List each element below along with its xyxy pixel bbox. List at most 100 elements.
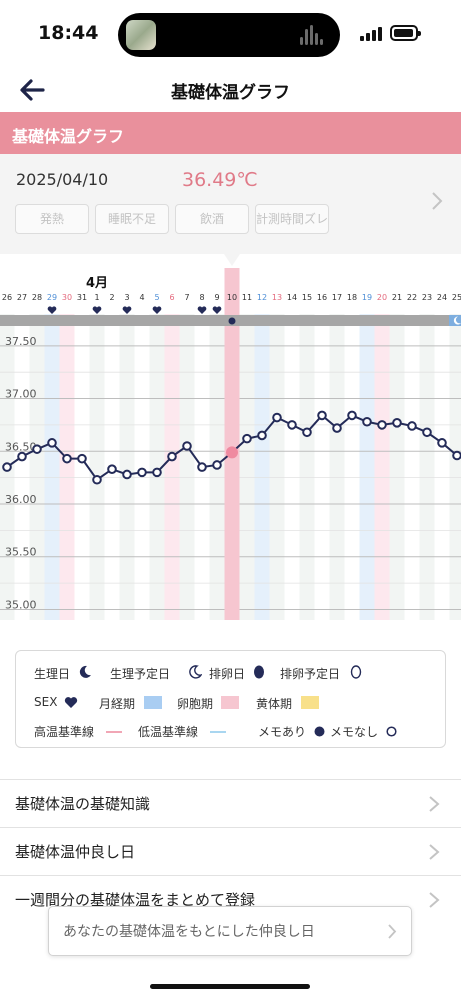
selected-data-point [226, 446, 238, 459]
column-band [389, 314, 405, 620]
menstrual-swatch [144, 696, 162, 709]
column-band [164, 314, 180, 620]
day-label: 18 [347, 293, 357, 302]
day-label: 27 [17, 293, 27, 302]
column-band [299, 314, 315, 620]
y-tick-label: 35.00 [5, 598, 37, 611]
y-tick-label: 37.50 [5, 335, 37, 348]
temperature-chart[interactable]: 4月 26 27 28 29 30 31 1 2 3 4 5 6 7 8 9 10 11 12 13 14 15 16 17 1… [0, 254, 461, 626]
day-label: 29 [47, 293, 57, 302]
day-label: 19 [362, 293, 372, 302]
status-time: 18:44 [38, 22, 99, 44]
column-band [89, 314, 105, 620]
data-point [2, 462, 12, 472]
sex-heart-icon [152, 306, 162, 314]
day-label: 30 [62, 293, 72, 302]
good-day-button-label: あなたの基礎体温をもとにした仲良し日 [63, 924, 315, 940]
column-band [434, 314, 450, 620]
legend-low-line: 低温基準線 [138, 725, 199, 739]
memo-dot-icon [314, 726, 325, 737]
tag-lack-of-sleep[interactable]: 睡眠不足 [95, 204, 169, 234]
follicular-swatch [221, 696, 239, 709]
data-point [302, 427, 312, 438]
day-label: 28 [32, 293, 42, 302]
column-band [14, 314, 30, 620]
good-day-button[interactable]: あなたの基礎体温をもとにした仲良し日 [48, 906, 412, 956]
month-label: 4月 [86, 276, 108, 291]
column-band [269, 314, 285, 620]
day-label: 16 [317, 293, 327, 302]
back-arrow-icon[interactable] [18, 76, 46, 104]
data-point [362, 416, 372, 427]
selected-date: 2025/04/10 [16, 170, 109, 189]
page-title: 基礎体温グラフ [171, 83, 290, 103]
selected-day-pointer [224, 254, 240, 266]
day-label: 8 [199, 293, 204, 302]
link-good-days[interactable]: 基礎体温仲良し日 [0, 827, 461, 875]
data-point [32, 444, 42, 454]
dynamic-island[interactable] [118, 13, 340, 57]
heart-icon [64, 697, 78, 708]
column-band [149, 314, 165, 620]
egg-outline-icon [350, 665, 362, 679]
column-band [329, 314, 345, 620]
day-label: 23 [422, 293, 432, 302]
day-label: 9 [214, 293, 219, 302]
legend-memo-yes: メモあり [258, 725, 307, 739]
data-point [212, 460, 222, 470]
legend-ovulation-expected: 排卵予定日 [280, 667, 341, 681]
day-label: 20 [377, 293, 387, 302]
tag-fever[interactable]: 発熱 [15, 204, 89, 234]
tag-drinking[interactable]: 飲酒 [175, 204, 249, 234]
data-point [62, 453, 72, 464]
day-label: 11 [242, 293, 252, 302]
legend-memo-no: メモなし [330, 725, 379, 739]
day-label: 15 [302, 293, 312, 302]
day-label: 12 [257, 293, 267, 302]
selected-day-band [224, 268, 240, 620]
day-label: 5 [154, 293, 159, 302]
memo-ring-icon [386, 726, 397, 737]
link-basic-knowledge[interactable]: 基礎体温の基礎知識 [0, 779, 461, 827]
tag-time-shift[interactable]: 計測時間ズレ [255, 204, 329, 234]
day-label: 31 [77, 293, 87, 302]
column-band [29, 314, 45, 620]
chevron-right-icon [429, 844, 440, 860]
status-bar: 18:44 [0, 0, 461, 70]
sex-heart-icon [197, 306, 207, 314]
legend-luteal-phase: 黄体期 [256, 697, 293, 711]
day-label: 14 [287, 293, 297, 302]
y-tick-label: 35.50 [5, 546, 37, 559]
audio-wave-icon [300, 25, 326, 45]
moon-icon [79, 665, 91, 678]
column-band [119, 314, 135, 620]
column-band [374, 314, 390, 620]
data-point [197, 462, 207, 472]
day-info-panel[interactable]: 2025/04/10 36.49℃ 発熱 睡眠不足 飲酒 計測時間ズレ [0, 154, 461, 254]
link-weekly-register[interactable]: 一週間分の基礎体温をまとめて登録 [0, 875, 461, 923]
column-band [134, 314, 150, 620]
day-label: 26 [2, 293, 12, 302]
chevron-right-icon [429, 892, 440, 908]
data-point [332, 423, 342, 433]
chevron-right-icon [429, 796, 440, 812]
data-point [167, 451, 177, 462]
data-point [452, 450, 461, 461]
cellular-signal-icon [360, 27, 382, 41]
day-label: 1 [94, 293, 99, 302]
day-label: 7 [184, 293, 189, 302]
data-point [422, 427, 432, 438]
chevron-right-icon[interactable] [430, 190, 444, 212]
data-point [377, 420, 387, 430]
day-label: 3 [124, 293, 129, 302]
column-band [44, 314, 60, 620]
data-point [107, 464, 117, 474]
data-point [347, 410, 357, 421]
data-point [272, 412, 282, 423]
column-band [314, 314, 330, 620]
data-point [77, 453, 87, 464]
data-point [287, 420, 297, 430]
data-point [152, 467, 162, 478]
legend-follicular-phase: 卵胞期 [177, 697, 214, 711]
